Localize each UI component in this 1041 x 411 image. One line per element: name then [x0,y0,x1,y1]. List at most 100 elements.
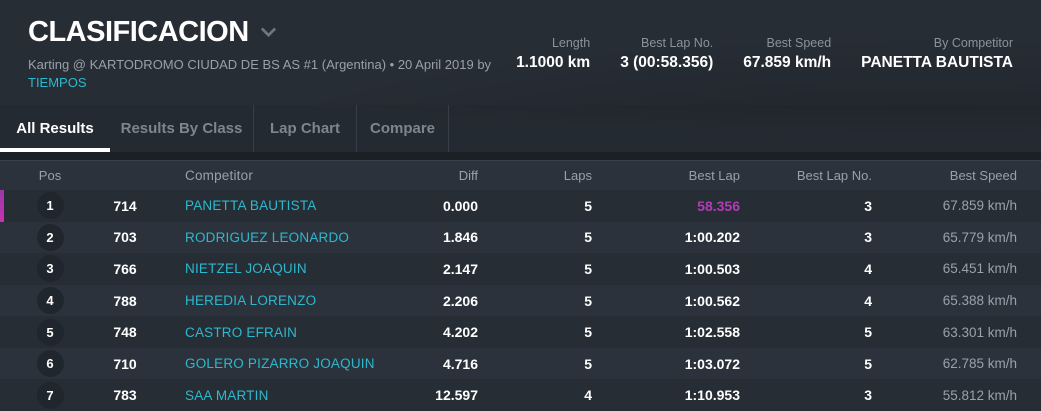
position-cell: 5 [0,318,100,346]
tab-results-by-class[interactable]: Results By Class [110,105,254,152]
stat-label: Best Lap No. [640,36,714,50]
best-lap-cell: 1:00.562 [684,292,740,309]
session-stats: Length 1.1000 km Best Lap No. 3 (00:58.3… [516,0,1013,105]
laps-cell: 4 [584,387,592,404]
position-badge: 1 [36,192,64,220]
position-badge: 6 [36,350,64,378]
diff-cell: 12.597 [435,387,478,404]
best-speed-cell: 55.812 km/h [942,387,1017,403]
best-lap-no-cell: 4 [864,260,872,277]
position-cell: 2 [0,223,100,251]
table-row[interactable]: 4 788 HEREDIA LORENZO 2.206 5 1:00.562 4… [0,284,1041,317]
event-header-left: CLASIFICACION Karting @ KARTODROMO CIUDA… [28,0,491,105]
best-speed-cell: 65.388 km/h [942,293,1017,309]
best-lap-no-cell: 3 [864,197,872,214]
page-title: CLASIFICACION [28,16,249,48]
position-cell: 3 [0,255,100,283]
best-lap-cell: 1:00.202 [684,229,740,246]
competitor-link[interactable]: GOLERO PIZARRO JOAQUIN [185,356,375,372]
diff-cell: 0.000 [442,197,478,214]
results-tabbar: All Results Results By Class Lap Chart C… [0,105,1041,152]
position-cell: 6 [0,350,100,378]
spacer [0,152,1041,160]
stat-value: 1.1000 km [516,54,591,71]
table-row[interactable]: 1 714 PANETTA BAUTISTA 0.000 5 58.356 3 … [0,190,1041,222]
diff-cell: 2.206 [442,292,478,309]
competitor-link[interactable]: SAA MARTIN [185,387,269,403]
laps-cell: 5 [584,292,592,309]
best-speed-cell: 63.301 km/h [942,324,1017,340]
diff-cell: 4.716 [442,355,478,372]
stat-best-lap-no: Best Lap No. 3 (00:58.356) [620,36,713,105]
chevron-down-icon [260,21,276,38]
kart-number: 710 [113,355,137,372]
table-row[interactable]: 7 783 SAA MARTIN 12.597 4 1:10.953 3 55.… [0,379,1041,411]
position-cell: 1 [0,192,100,220]
stat-length: Length 1.1000 km [516,36,590,105]
col-diff: Diff [458,168,478,183]
competitor-link[interactable]: RODRIGUEZ LEONARDO [185,229,350,245]
table-row[interactable]: 6 710 GOLERO PIZARRO JOAQUIN 4.716 5 1:0… [0,347,1041,380]
table-row[interactable]: 3 766 NIETZEL JOAQUIN 2.147 5 1:00.503 4… [0,253,1041,285]
event-subtitle: Karting @ KARTODROMO CIUDAD DE BS AS #1 … [28,56,491,92]
event-header: CLASIFICACION Karting @ KARTODROMO CIUDA… [0,0,1041,105]
laps-cell: 5 [584,355,592,372]
best-lap-no-cell: 3 [864,229,872,246]
best-lap-cell: 1:00.503 [684,260,740,277]
position-badge: 5 [36,318,64,346]
col-best-speed: Best Speed [949,168,1017,183]
position-badge: 3 [36,255,64,283]
position-cell: 4 [0,287,100,315]
col-best-lap-no: Best Lap No. [796,168,872,183]
competitor-link[interactable]: NIETZEL JOAQUIN [185,261,307,277]
position-badge: 4 [36,287,64,315]
stat-label: By Competitor [933,36,1013,50]
table-header: Pos Competitor Diff Laps Best Lap Best L… [0,160,1041,190]
tab-compare[interactable]: Compare [357,105,449,152]
tab-lap-chart[interactable]: Lap Chart [254,105,357,152]
kart-number: 783 [113,387,137,404]
table-row[interactable]: 2 703 RODRIGUEZ LEONARDO 1.846 5 1:00.20… [0,221,1041,254]
diff-cell: 4.202 [442,324,478,341]
competitor-link[interactable]: PANETTA BAUTISTA [185,198,317,214]
best-lap-no-cell: 3 [864,387,872,404]
diff-cell: 2.147 [442,260,478,277]
stat-label: Length [551,36,591,50]
kart-number: 788 [113,292,137,309]
kart-number: 748 [113,324,137,341]
results-table-body: 1 714 PANETTA BAUTISTA 0.000 5 58.356 3 … [0,190,1041,411]
laps-cell: 5 [584,229,592,246]
best-lap-no-cell: 4 [864,292,872,309]
competitor-link[interactable]: HEREDIA LORENZO [185,293,317,309]
laps-cell: 5 [584,197,592,214]
session-title-dropdown[interactable]: CLASIFICACION [28,16,491,49]
best-lap-cell: 1:02.558 [684,324,740,341]
stat-label: Best Speed [766,36,832,50]
best-lap-no-cell: 5 [864,355,872,372]
best-lap-no-cell: 5 [864,324,872,341]
stat-by-competitor: By Competitor PANETTA BAUTISTA [861,36,1013,105]
position-badge: 7 [36,381,64,409]
laps-cell: 5 [584,260,592,277]
laps-cell: 5 [584,324,592,341]
col-competitor: Competitor [185,168,254,183]
tab-all-results[interactable]: All Results [0,105,110,152]
position-cell: 7 [0,381,100,409]
competitor-link[interactable]: CASTRO EFRAIN [185,324,298,340]
kart-number: 766 [113,260,137,277]
diff-cell: 1.846 [442,229,478,246]
best-speed-cell: 65.779 km/h [942,229,1017,245]
best-lap-cell: 58.356 [697,197,740,214]
organizer-link[interactable]: TIEMPOS [28,75,87,90]
stat-value: 67.859 km/h [743,54,832,71]
col-pos: Pos [38,168,62,183]
kart-number: 703 [113,229,137,246]
best-speed-cell: 65.451 km/h [942,261,1017,277]
stat-value: 3 (00:58.356) [620,54,714,71]
table-row[interactable]: 5 748 CASTRO EFRAIN 4.202 5 1:02.558 5 6… [0,316,1041,348]
position-badge: 2 [36,223,64,251]
best-speed-cell: 67.859 km/h [942,198,1017,214]
best-lap-cell: 1:03.072 [684,355,740,372]
col-best-lap: Best Lap [688,168,740,183]
